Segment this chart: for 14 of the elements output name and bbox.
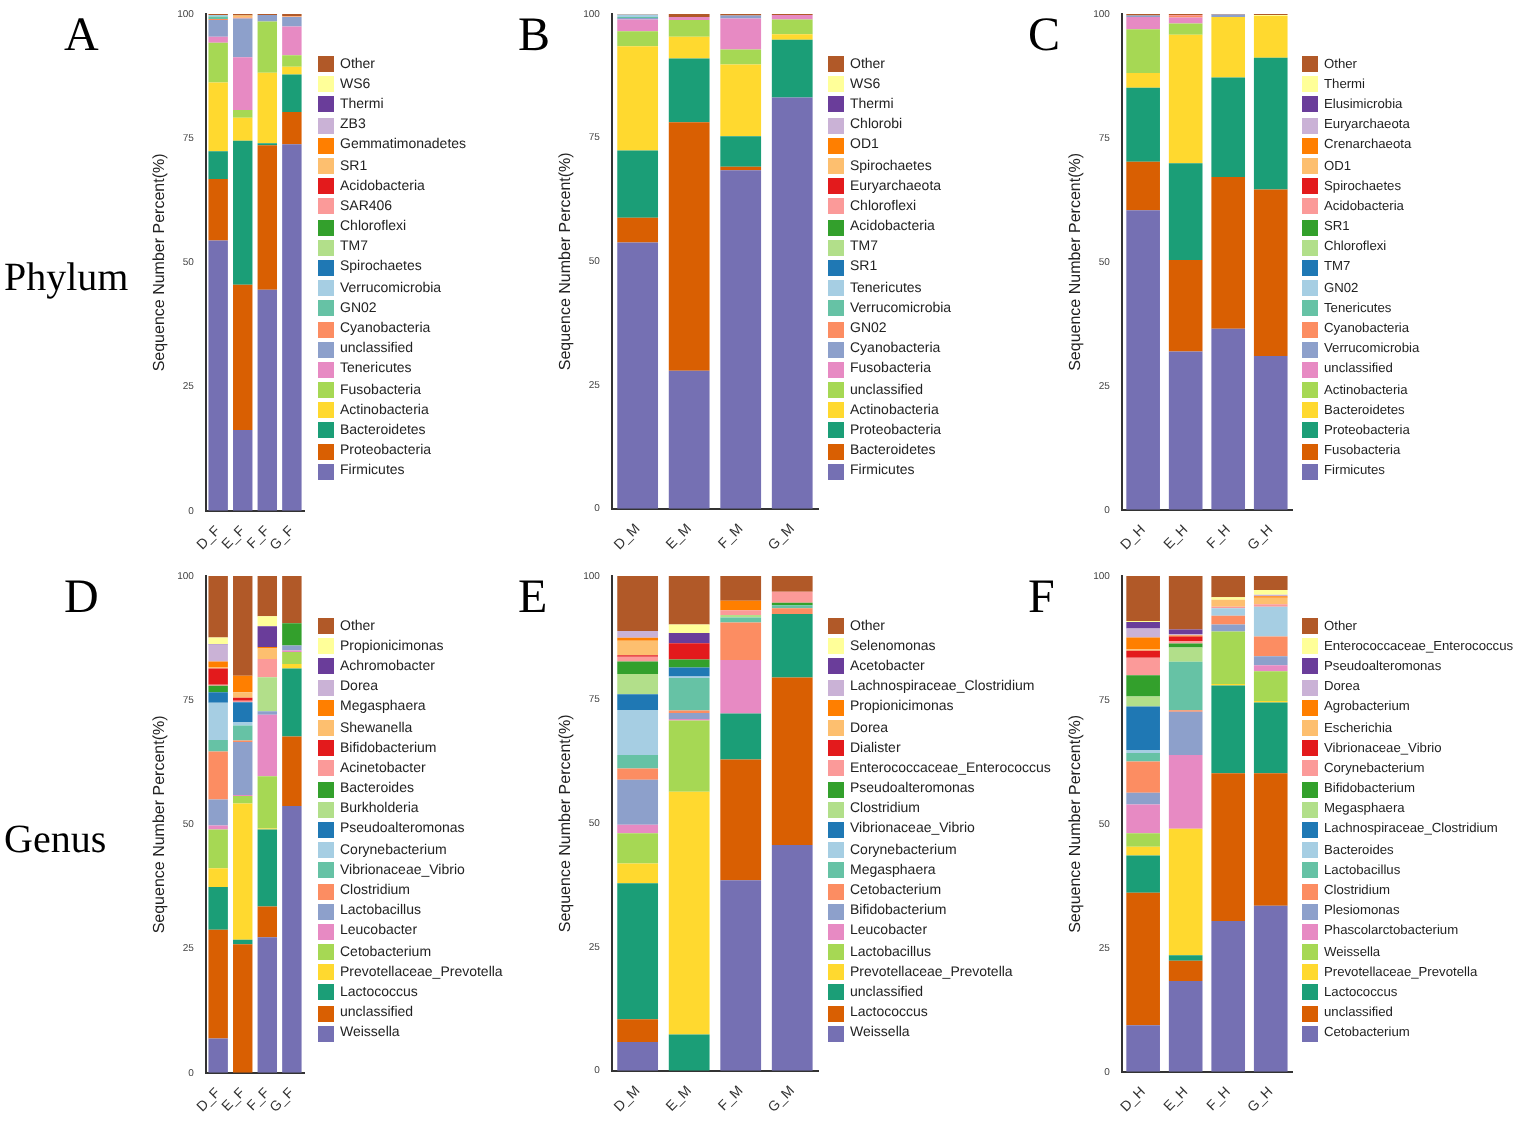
- chart-title: D: [64, 572, 99, 624]
- y-axis-title: Sequence Number Percent(%): [556, 151, 575, 371]
- y-axis-title: Sequence Number Percent(%): [1066, 714, 1085, 933]
- chart-title: A: [64, 10, 99, 62]
- y-axis-title: Sequence Number Percent(%): [150, 152, 169, 372]
- y-axis-title: Sequence Number Percent(%): [1066, 152, 1085, 371]
- chart-title: E: [518, 572, 548, 624]
- chart-title: B: [518, 10, 551, 62]
- chart-title: C: [1028, 10, 1061, 62]
- chart-title: F: [1028, 572, 1055, 624]
- text: Genus: [4, 816, 107, 864]
- y-axis-title: Sequence Number Percent(%): [150, 714, 169, 934]
- y-axis-title: Sequence Number Percent(%): [556, 713, 575, 933]
- text: Phylum: [4, 254, 129, 302]
